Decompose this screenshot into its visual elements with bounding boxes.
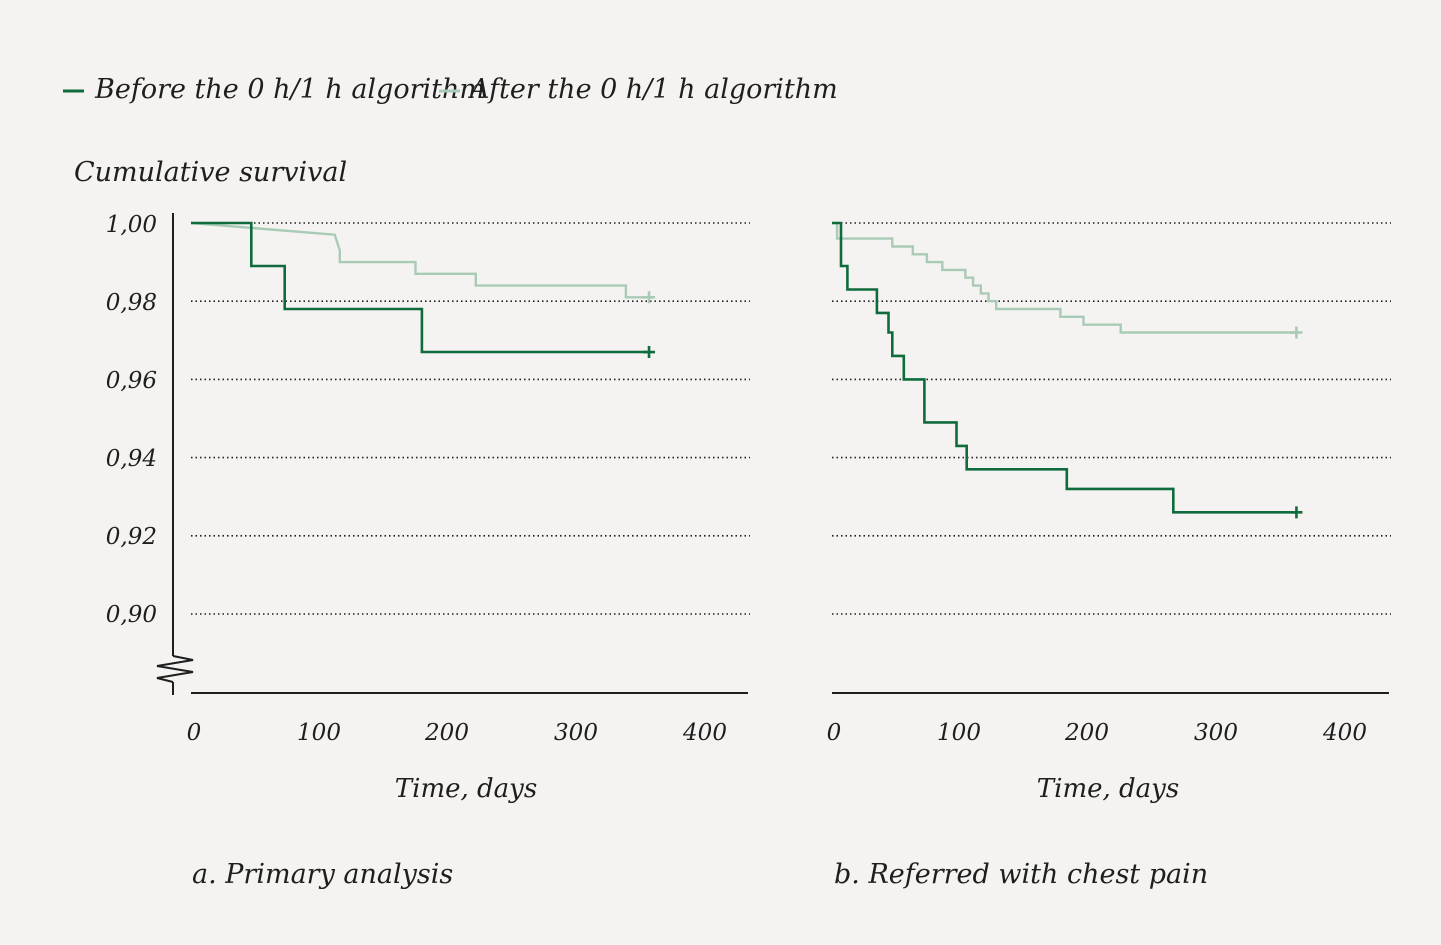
x-tick-label: 0 — [827, 720, 842, 746]
censor-marker-before — [1290, 506, 1303, 519]
panel-caption: b. Referred with chest pain — [834, 859, 1208, 890]
y-tick-label: 0,92 — [106, 524, 157, 550]
censor-marker-after — [643, 291, 656, 304]
y-axis-label: Cumulative survival — [74, 157, 347, 188]
y-tick-label: 0,96 — [106, 368, 157, 394]
series-line-after — [190, 221, 649, 299]
y-axis-break-icon — [156, 655, 194, 683]
x-tick-label: 100 — [297, 720, 341, 746]
y-axis — [156, 213, 194, 695]
legend-label-before: Before the 0 h/1 h algorithm — [94, 74, 485, 105]
y-tick-label: 0,98 — [106, 290, 157, 316]
series-group — [190, 221, 656, 359]
x-tick-label: 400 — [1322, 720, 1367, 746]
x-tick-label: 400 — [682, 720, 727, 746]
x-tick-labels: 0 100 200 300 400 — [187, 720, 727, 746]
x-axis-label: Time, days — [1037, 774, 1179, 804]
y-tick-label: 1,00 — [106, 212, 157, 238]
grid-lines — [191, 222, 750, 615]
x-tick-label: 200 — [1064, 720, 1109, 746]
series-line-after — [832, 221, 1297, 334]
x-axis-label: Time, days — [395, 774, 537, 804]
x-tick-label: 200 — [424, 720, 469, 746]
grid-lines — [832, 222, 1391, 615]
x-tick-label: 100 — [937, 720, 981, 746]
censor-marker-before — [643, 346, 656, 359]
series-line-before — [191, 221, 649, 354]
x-tick-labels: 0 100 200 300 400 — [827, 720, 1367, 746]
panel-caption: a. Primary analysis — [192, 859, 453, 890]
censor-marker-after — [1290, 326, 1303, 339]
series-line-before — [832, 221, 1297, 514]
legend: Before the 0 h/1 h algorithm After the 0… — [63, 74, 838, 105]
x-tick-label: 300 — [554, 720, 598, 746]
y-tick-labels: 1,00 0,98 0,96 0,94 0,92 0,90 — [106, 212, 157, 628]
y-tick-label: 0,94 — [106, 446, 157, 472]
series-group — [832, 221, 1303, 519]
legend-label-after: After the 0 h/1 h algorithm — [467, 74, 838, 105]
panel-chest-pain: 0 100 200 300 400 Time, days b. Referred… — [827, 221, 1391, 890]
y-tick-label: 0,90 — [106, 602, 157, 628]
x-tick-label: 0 — [187, 720, 202, 746]
x-tick-label: 300 — [1194, 720, 1238, 746]
panel-primary-analysis: 0 100 200 300 400 Time, days a. Primary … — [187, 221, 750, 890]
